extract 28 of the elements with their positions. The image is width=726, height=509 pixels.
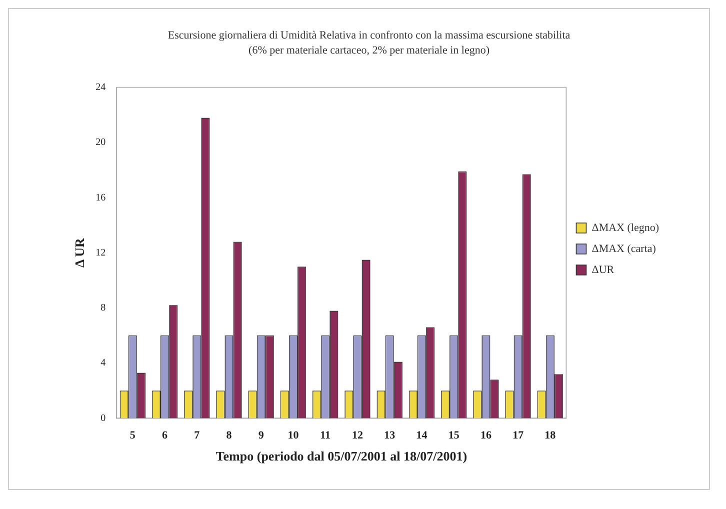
x-tick-label: 12 <box>352 430 364 442</box>
x-tick-label: 10 <box>288 430 300 442</box>
legend-label: ΔMAX (carta) <box>592 242 656 255</box>
legend-label: ΔUR <box>592 264 615 276</box>
x-tick-label: 18 <box>544 430 556 442</box>
x-tick-label: 5 <box>130 430 136 442</box>
y-tick-label: 12 <box>96 247 106 258</box>
chart-subtitle: (6% per materiale cartaceo, 2% per materiale in legno) <box>248 44 490 57</box>
y-tick-label: 16 <box>96 192 106 204</box>
chart-title: Escursione giornaliera di Umidità Relativa in confronto con la massima escursione stabilita <box>168 29 570 42</box>
x-tick-label: 11 <box>320 430 331 442</box>
y-axis-title: Δ UR <box>72 237 88 268</box>
y-tick-label: 4 <box>100 358 106 369</box>
x-tick-label: 17 <box>512 430 524 442</box>
legend-label: ΔMAX (legno) <box>592 222 660 234</box>
x-tick-label: 13 <box>384 430 396 442</box>
y-tick-label: 8 <box>100 302 106 314</box>
x-tick-label: 6 <box>162 430 168 442</box>
x-tick-label: 16 <box>480 430 492 442</box>
y-tick-label: 24 <box>96 82 106 94</box>
y-tick-label: 0 <box>100 412 106 424</box>
y-tick-label: 20 <box>96 137 106 148</box>
x-tick-label: 15 <box>448 430 460 442</box>
x-tick-label: 9 <box>258 430 264 442</box>
x-tick-label: 7 <box>194 430 200 442</box>
x-axis-title: Tempo (periodo dal 05/07/2001 al 18/07/2001) <box>216 448 468 464</box>
x-tick-label: 14 <box>416 430 428 442</box>
x-tick-label: 8 <box>226 430 232 442</box>
